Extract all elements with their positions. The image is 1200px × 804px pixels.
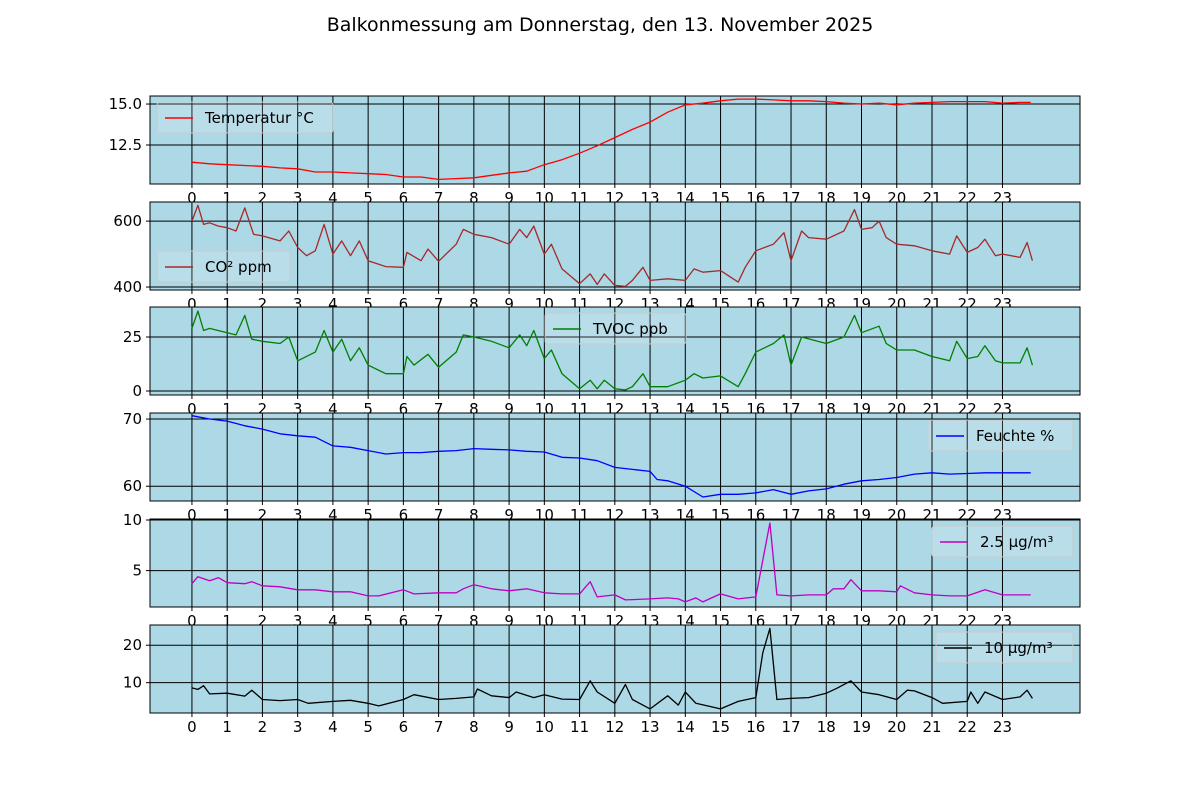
- legend-label: 10 µg/m³: [984, 639, 1053, 657]
- x-tick-label: 22: [958, 718, 977, 736]
- x-tick-label: 18: [817, 718, 836, 736]
- x-tick-label: 20: [887, 718, 906, 736]
- x-tick-label: 13: [641, 718, 660, 736]
- x-tick-label: 10: [535, 718, 554, 736]
- x-tick-label: 16: [746, 718, 765, 736]
- y-tick-label: 12.5: [109, 136, 142, 154]
- x-tick-label: 5: [363, 718, 373, 736]
- chart-title: Balkonmessung am Donnerstag, den 13. Nov…: [327, 14, 874, 36]
- y-tick-label: 5: [132, 562, 142, 580]
- legend-label: Feuchte %: [976, 427, 1054, 445]
- legend: 2.5 µg/m³: [932, 526, 1073, 557]
- legend-label: Temperatur °C: [204, 109, 314, 127]
- legend: 10 µg/m³: [936, 632, 1073, 663]
- legend-label: CO² ppm: [205, 258, 272, 276]
- x-tick-label: 21: [922, 718, 941, 736]
- x-tick-label: 1: [222, 718, 232, 736]
- legend: TVOC ppb: [545, 313, 686, 344]
- legend: CO² ppm: [157, 251, 290, 282]
- y-tick-label: 10: [123, 511, 142, 529]
- x-tick-label: 8: [469, 718, 479, 736]
- y-tick-label: 10: [123, 674, 142, 692]
- y-tick-label: 15.0: [109, 95, 142, 113]
- x-tick-label: 19: [852, 718, 871, 736]
- legend: Feuchte %: [928, 420, 1073, 451]
- x-tick-label: 7: [434, 718, 444, 736]
- x-tick-label: 15: [711, 718, 730, 736]
- y-tick-label: 25: [123, 328, 142, 346]
- legend-label: 2.5 µg/m³: [980, 533, 1053, 551]
- y-tick-label: 70: [123, 410, 142, 428]
- y-tick-label: 600: [113, 212, 142, 230]
- x-tick-label: 14: [676, 718, 695, 736]
- y-tick-label: 400: [113, 278, 142, 296]
- x-tick-label: 23: [993, 718, 1012, 736]
- y-tick-label: 0: [132, 382, 142, 400]
- x-tick-label: 2: [258, 718, 268, 736]
- x-tick-label: 12: [605, 718, 624, 736]
- legend-label: TVOC ppb: [592, 320, 668, 338]
- legend: Temperatur °C: [157, 102, 333, 133]
- y-tick-label: 60: [123, 477, 142, 495]
- x-tick-label: 0: [187, 718, 197, 736]
- x-tick-label: 11: [570, 718, 589, 736]
- x-tick-label: 4: [328, 718, 338, 736]
- y-tick-label: 20: [123, 636, 142, 654]
- x-tick-label: 3: [293, 718, 303, 736]
- x-tick-label: 6: [399, 718, 409, 736]
- x-tick-label: 17: [781, 718, 800, 736]
- x-tick-label: 9: [504, 718, 514, 736]
